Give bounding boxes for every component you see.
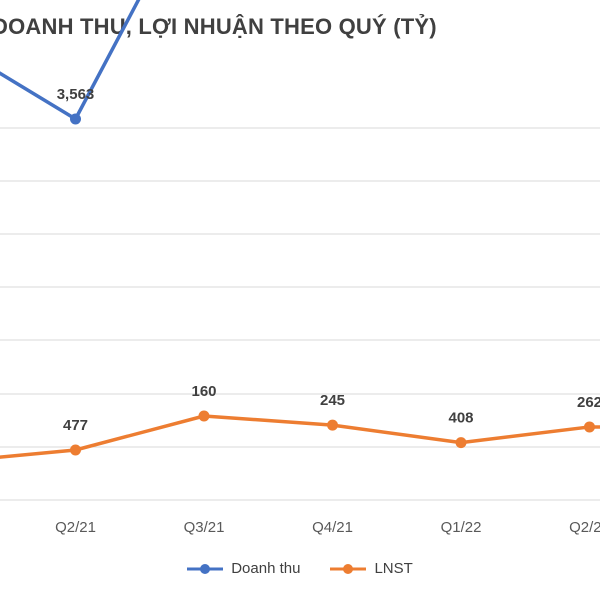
chart-title: DOANH THU, LỢI NHUẬN THEO QUÝ (TỶ) — [0, 14, 437, 39]
data-point-profit — [455, 437, 467, 449]
data-point-profit — [198, 410, 210, 422]
data-label-profit: 262 — [577, 394, 600, 411]
legend-item-profit: LNST — [330, 560, 413, 577]
x-tick-label: Q1/22 — [441, 519, 482, 536]
legend-line-icon-profit — [330, 563, 367, 574]
x-tick-label: Q3/21 — [184, 519, 225, 536]
x-tick-label: Q2/22 — [569, 519, 600, 536]
legend-line-icon-revenue — [187, 563, 224, 574]
data-point-profit — [70, 444, 81, 456]
x-tick-label: Q4/21 — [312, 519, 353, 536]
legend-item-revenue: Doanh thu — [187, 560, 300, 577]
data-label-profit: 245 — [320, 392, 345, 409]
series-line-profit — [0, 414, 600, 459]
data-point-revenue — [70, 113, 81, 125]
data-label-profit: 477 — [63, 417, 88, 434]
data-point-profit — [584, 421, 595, 433]
data-label-revenue: 3,563 — [57, 86, 95, 103]
data-label-profit: 408 — [448, 410, 473, 427]
line-chart: Q2/21Q3/21Q4/21Q1/22Q2/223,5631,3022,263… — [0, 0, 600, 536]
legend-label-revenue: Doanh thu — [231, 560, 301, 577]
data-point-profit — [327, 419, 338, 431]
x-tick-label: Q2/21 — [55, 519, 96, 536]
legend-label-profit: LNST — [374, 560, 413, 577]
chart-legend: Doanh thu LNST — [0, 560, 600, 577]
data-label-profit: 160 — [191, 383, 216, 400]
